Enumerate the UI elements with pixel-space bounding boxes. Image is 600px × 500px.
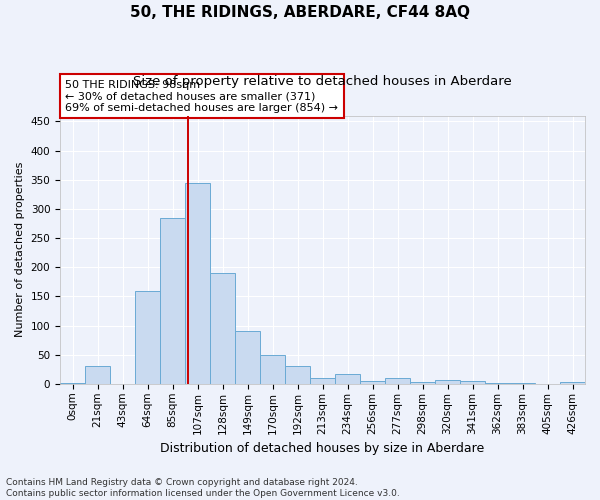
Bar bbox=[560, 382, 585, 384]
Bar bbox=[285, 366, 310, 384]
Bar bbox=[385, 378, 410, 384]
Bar bbox=[435, 380, 460, 384]
Bar bbox=[235, 332, 260, 384]
Text: 50 THE RIDINGS: 98sqm
← 30% of detached houses are smaller (371)
69% of semi-det: 50 THE RIDINGS: 98sqm ← 30% of detached … bbox=[65, 80, 338, 113]
Bar bbox=[335, 374, 360, 384]
Bar bbox=[60, 382, 85, 384]
Bar bbox=[310, 378, 335, 384]
Bar bbox=[135, 290, 160, 384]
Bar bbox=[210, 273, 235, 384]
Y-axis label: Number of detached properties: Number of detached properties bbox=[15, 162, 25, 338]
Bar bbox=[160, 218, 185, 384]
Title: Size of property relative to detached houses in Aberdare: Size of property relative to detached ho… bbox=[133, 75, 512, 88]
Text: Contains HM Land Registry data © Crown copyright and database right 2024.
Contai: Contains HM Land Registry data © Crown c… bbox=[6, 478, 400, 498]
Bar bbox=[410, 382, 435, 384]
Bar bbox=[360, 381, 385, 384]
Bar bbox=[185, 182, 210, 384]
Bar bbox=[260, 354, 285, 384]
X-axis label: Distribution of detached houses by size in Aberdare: Distribution of detached houses by size … bbox=[160, 442, 485, 455]
Bar bbox=[85, 366, 110, 384]
Bar bbox=[460, 381, 485, 384]
Text: 50, THE RIDINGS, ABERDARE, CF44 8AQ: 50, THE RIDINGS, ABERDARE, CF44 8AQ bbox=[130, 5, 470, 20]
